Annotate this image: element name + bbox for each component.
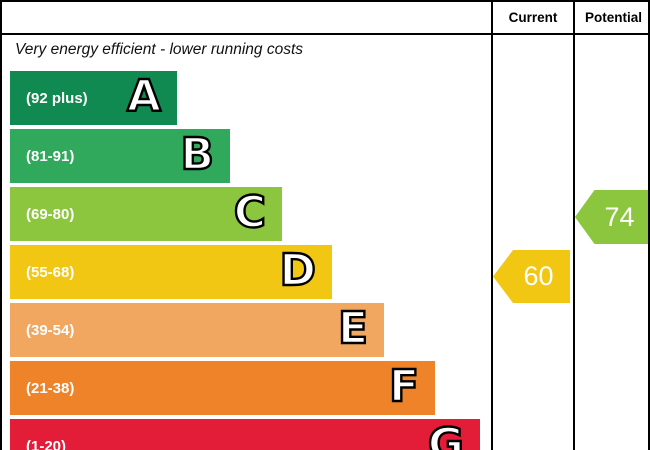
band-g: (1-20) G	[10, 419, 480, 450]
potential-column-header: Potential	[584, 10, 642, 25]
band-range-label: (55-68)	[26, 263, 75, 281]
current-column-header: Current	[508, 10, 558, 25]
band-letter: F	[388, 361, 420, 413]
band-range-label: (1-20)	[26, 437, 67, 450]
efficiency-caption-top: Very energy efficient - lower running co…	[15, 41, 304, 58]
band-b: (81-91) B	[10, 129, 230, 183]
band-range-label: (39-54)	[26, 321, 75, 339]
band-range-label: (69-80)	[26, 205, 75, 223]
current-rating-marker: 60	[493, 250, 570, 303]
potential-column-divider	[573, 2, 575, 450]
current-rating-value: 60	[523, 261, 554, 291]
potential-rating-value: 74	[604, 201, 635, 232]
band-letter: A	[126, 71, 162, 123]
band-range-label: (21-38)	[26, 379, 75, 397]
band-f: (21-38) F	[10, 361, 435, 415]
band-c: (69-80) C	[10, 187, 282, 241]
band-letter: B	[179, 129, 215, 181]
band-range-label: (92 plus)	[26, 89, 88, 107]
band-range-label: (81-91)	[26, 147, 75, 165]
band-a: (92 plus) A	[10, 71, 177, 125]
potential-rating-marker: 74	[575, 190, 648, 244]
header-divider	[2, 33, 648, 35]
current-column-divider	[491, 2, 493, 450]
band-letter: G	[427, 419, 466, 450]
band-d: (55-68) D	[10, 245, 332, 299]
band-e: (39-54) E	[10, 303, 384, 357]
band-letter: C	[232, 187, 267, 239]
band-letter: E	[337, 303, 369, 355]
band-letter: D	[278, 245, 317, 297]
